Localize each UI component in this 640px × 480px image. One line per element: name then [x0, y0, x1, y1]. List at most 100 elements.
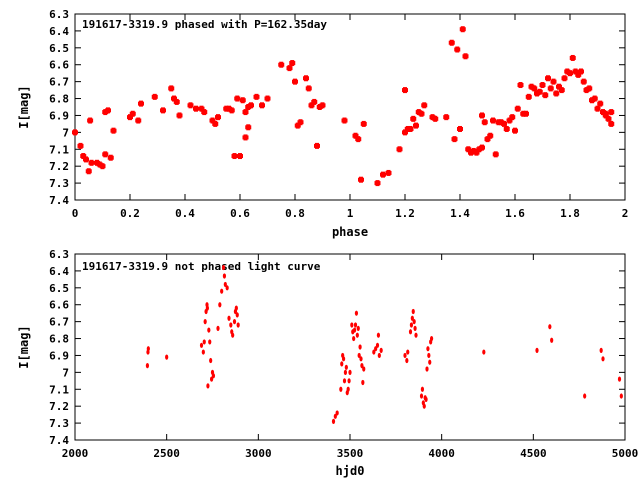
data-point: [331, 418, 336, 424]
x-tick-label: 2: [622, 207, 629, 220]
y-tick-label: 6.9: [49, 109, 69, 122]
data-point: [591, 95, 598, 102]
y-axis-label: I[mag]: [17, 85, 31, 128]
data-point: [215, 114, 221, 121]
data-point: [352, 132, 359, 139]
data-point: [145, 363, 150, 369]
data-point: [308, 102, 315, 109]
data-point: [558, 87, 565, 94]
data-point: [231, 332, 235, 338]
data-point: [525, 93, 532, 100]
data-point: [380, 171, 386, 178]
x-tick-label: 4000: [428, 447, 455, 460]
data-point: [354, 310, 359, 316]
data-point: [561, 75, 568, 82]
data-point: [556, 83, 562, 90]
y-tick-label: 6.5: [49, 42, 69, 55]
data-point: [353, 322, 358, 328]
data-point: [129, 110, 136, 117]
data-point: [597, 100, 604, 107]
x-tick-label: 3500: [337, 447, 364, 460]
data-point: [239, 97, 246, 104]
data-point: [608, 120, 615, 127]
data-point: [292, 78, 298, 85]
data-point: [411, 308, 415, 315]
data-point: [550, 337, 554, 343]
x-tick-label: 3000: [245, 447, 272, 460]
data-point: [514, 105, 521, 112]
data-point: [348, 369, 352, 375]
plot-frame: [74, 13, 626, 201]
data-point: [286, 65, 293, 72]
data-point: [569, 54, 576, 61]
data-point: [547, 85, 554, 92]
data-point: [405, 357, 409, 364]
data-point: [605, 115, 612, 122]
data-point: [207, 327, 211, 333]
data-point: [352, 327, 357, 333]
data-point: [341, 117, 348, 124]
data-point: [235, 312, 239, 318]
y-tick-label: 6.3: [49, 248, 69, 261]
data-point: [344, 364, 348, 370]
data-point: [501, 120, 507, 127]
data-point: [479, 144, 485, 151]
y-tick-label: 6.9: [49, 349, 69, 362]
data-point: [206, 383, 210, 389]
data-point: [492, 151, 499, 158]
phased-light-curve-panel: 6.3 6.4 6.5 6.6 6.7 6.8 6.9 7 7.1 7.2 7.3 7.40 0.2 0.…: [17, 8, 628, 239]
data-point: [232, 319, 237, 325]
data-point: [443, 114, 450, 121]
data-point: [358, 176, 364, 183]
data-point: [77, 142, 84, 149]
x-tick-label: 0.6: [230, 207, 250, 220]
x-tick-label: 1.8: [560, 207, 580, 220]
data-point: [617, 376, 622, 382]
x-tick-label: 1.4: [450, 207, 470, 220]
y-tick-label: 7: [62, 366, 69, 379]
data-point: [289, 60, 296, 67]
x-tick-label: 1.6: [505, 207, 525, 220]
x-tick-label: 0.2: [120, 207, 140, 220]
data-point: [201, 349, 205, 355]
data-point: [454, 46, 461, 53]
data-point: [199, 342, 204, 348]
data-point: [548, 324, 552, 330]
y-tick-label: 6.6: [49, 299, 69, 312]
x-axis-label: phase: [332, 225, 368, 239]
data-point: [202, 339, 206, 345]
x-tick-label: 1.2: [395, 207, 415, 220]
data-point: [360, 363, 364, 369]
data-point: [314, 142, 320, 149]
data-point: [422, 403, 426, 409]
data-point: [410, 315, 414, 321]
data-point: [242, 134, 249, 141]
data-point: [245, 124, 252, 131]
data-point: [425, 366, 429, 372]
data-point: [80, 153, 87, 160]
data-point: [531, 85, 538, 92]
data-point: [350, 322, 354, 328]
data-point: [357, 352, 361, 359]
data-point: [583, 393, 587, 399]
data-point: [227, 315, 231, 321]
data-point: [297, 119, 304, 126]
data-point: [484, 136, 491, 143]
data-point: [352, 335, 356, 342]
data-point: [358, 344, 362, 350]
x-tick-label: 0.4: [175, 207, 195, 220]
y-tick-label: 7.1: [49, 383, 69, 396]
y-tick-label: 6.6: [49, 59, 69, 72]
data-point: [419, 393, 424, 399]
data-point: [294, 122, 301, 129]
data-point: [176, 112, 183, 119]
data-point: [490, 117, 496, 124]
data-point: [212, 120, 219, 127]
data-point: [221, 264, 226, 271]
y-tick-label: 7.4: [49, 434, 69, 447]
data-point: [278, 61, 285, 68]
data-point: [231, 153, 238, 160]
y-tick-label: 7.3: [49, 417, 69, 430]
